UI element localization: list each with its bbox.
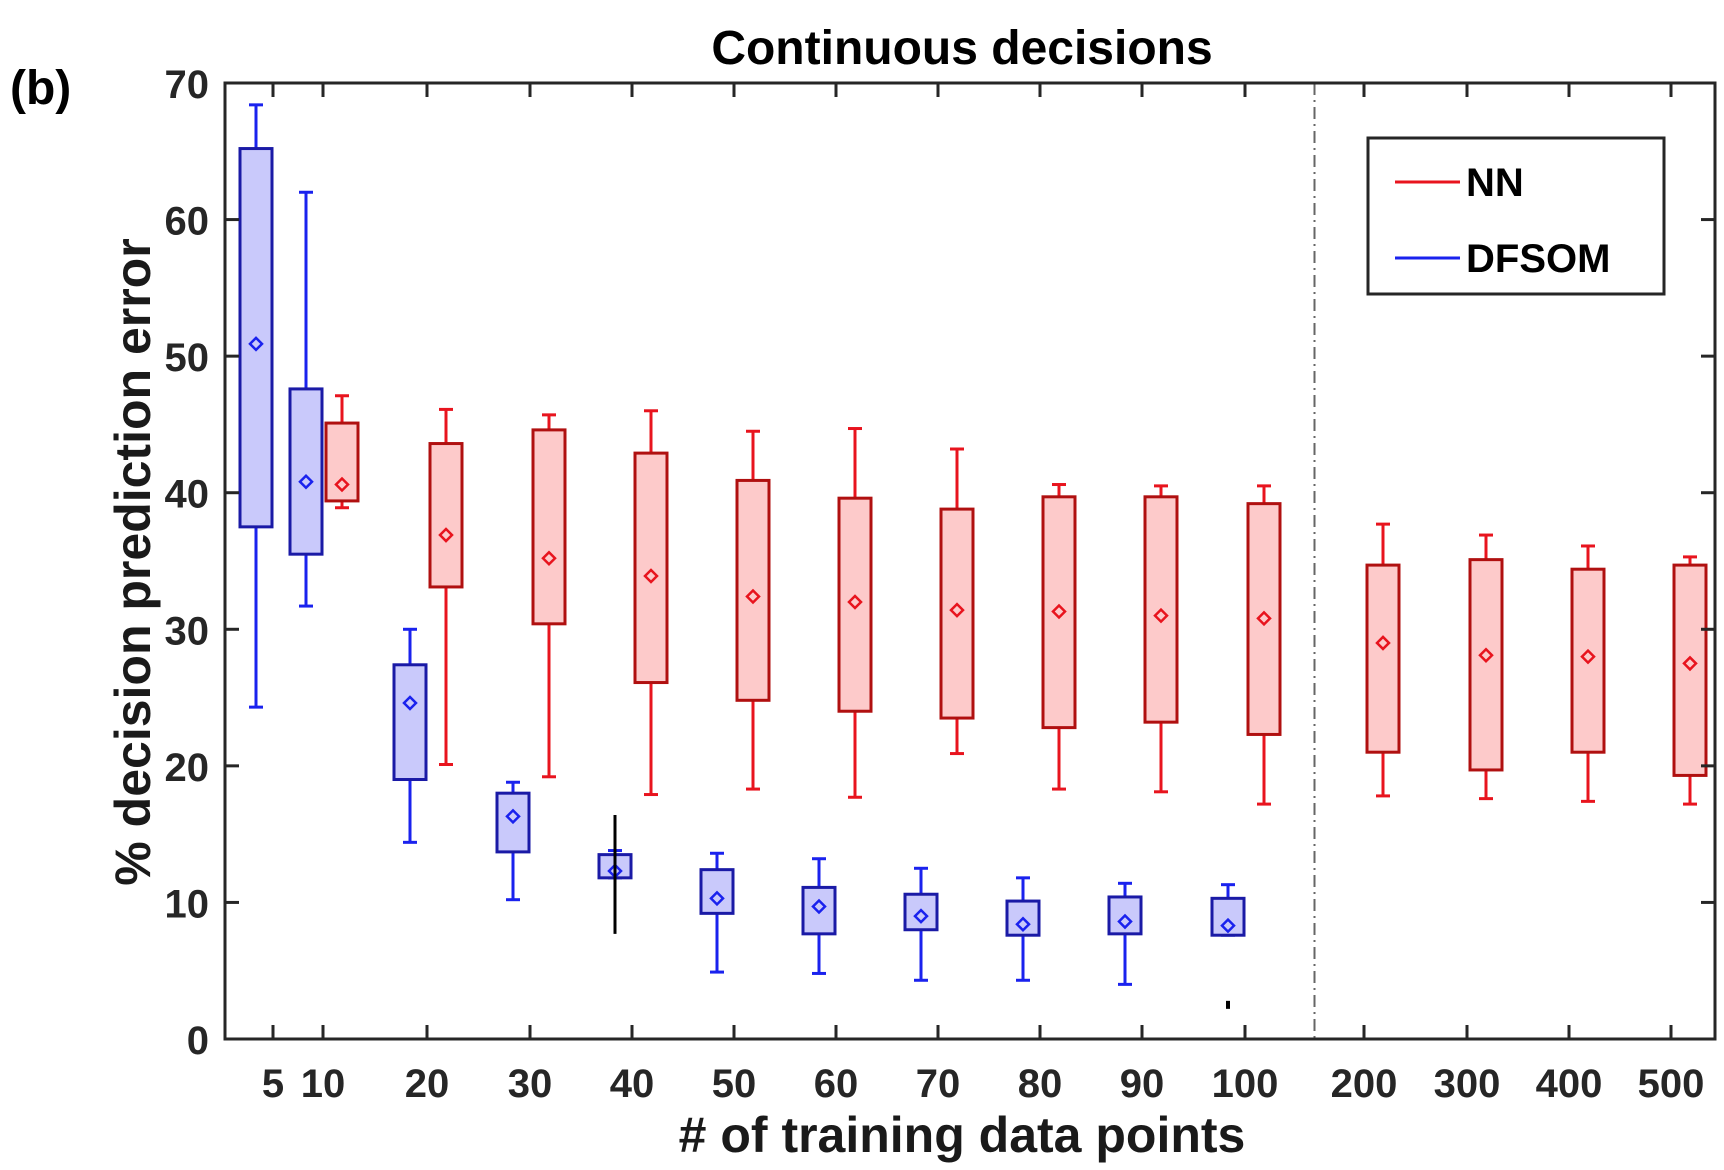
nn-iqr-box (1246, 502, 1282, 736)
dfsom-box-70 (903, 866, 939, 982)
dfsom-box-20 (392, 627, 428, 844)
chart-title: Continuous decisions (711, 22, 1212, 75)
nn-iqr-box (428, 442, 464, 589)
nn-mean-marker (334, 476, 350, 493)
nn-box-70 (939, 447, 975, 756)
dfsom-box-80 (1005, 876, 1041, 982)
dfsom-mean-marker (811, 898, 827, 915)
dfsom-mean-marker (505, 808, 521, 825)
y-tick-label: 30 (165, 609, 210, 653)
nn-box-400 (1570, 544, 1606, 803)
nn-mean-marker (1153, 607, 1169, 624)
y-axis-label: % decision prediction error (105, 238, 161, 885)
nn-iqr-box (531, 428, 567, 626)
x-tick-label: 400 (1536, 1062, 1603, 1106)
y-tick-label: 20 (165, 746, 210, 790)
dfsom-mean-marker (1220, 917, 1236, 934)
nn-iqr-box (1468, 558, 1504, 772)
legend-dfsom-label: DFSOM (1466, 237, 1610, 281)
x-tick-label: 90 (1120, 1062, 1165, 1106)
nn-iqr-box (1041, 495, 1077, 730)
x-tick-label: 60 (814, 1062, 859, 1106)
x-tick-label: 5 (262, 1062, 284, 1106)
nn-iqr-box (1365, 563, 1401, 754)
x-tick-label: 300 (1434, 1062, 1501, 1106)
nn-box-20 (428, 407, 464, 766)
legend-box (1366, 136, 1666, 296)
nn-iqr-box (633, 451, 669, 685)
x-tick-label: 500 (1638, 1062, 1705, 1106)
legend-nn-label: NN (1466, 161, 1524, 205)
x-tick-label: 20 (405, 1062, 450, 1106)
nn-box-90 (1143, 484, 1179, 794)
x-tick-label: 30 (508, 1062, 553, 1106)
nn-iqr-box (939, 507, 975, 720)
nn-mean-marker (847, 594, 863, 610)
nn-mean-marker (1682, 655, 1698, 672)
nn-iqr-box (735, 478, 771, 702)
y-tick-label: 50 (165, 336, 210, 380)
dfsom-iqr-box (801, 885, 837, 936)
x-axis-label: # of training data points (679, 1107, 1246, 1163)
nn-box-60 (837, 427, 873, 799)
nn-mean-marker (1256, 610, 1272, 627)
y-tick-label: 70 (165, 63, 210, 107)
nn-box-30 (531, 413, 567, 779)
y-tick-label: 0 (187, 1019, 209, 1063)
dfsom-box-100 (1210, 883, 1246, 937)
nn-mean-marker (1580, 648, 1596, 665)
nn-box-300 (1468, 533, 1504, 801)
legend: NN DFSOM (1366, 136, 1666, 296)
dfsom-mean-marker (1117, 913, 1133, 930)
dfsom-mean-marker (913, 908, 929, 924)
dfsom-mean-marker (1015, 916, 1031, 933)
y-tick-label: 40 (165, 473, 210, 517)
outlier-point (1226, 1000, 1230, 1009)
nn-box-10 (324, 394, 360, 510)
x-tick-label: 200 (1331, 1062, 1398, 1106)
x-tick-label: 50 (712, 1062, 757, 1106)
y-tick-label: 10 (165, 882, 210, 926)
nn-iqr-box (837, 496, 873, 713)
plot-frame (223, 81, 1717, 1041)
dfsom-box-30 (495, 780, 531, 902)
x-tick-label: 100 (1212, 1062, 1279, 1106)
dfsom-iqr-box (288, 387, 324, 556)
dfsom-mean-marker (402, 695, 418, 711)
dfsom-mean-marker (709, 890, 725, 907)
nn-mean-marker (438, 527, 454, 543)
dfsom-box-60 (801, 857, 837, 975)
nn-box-50 (735, 429, 771, 791)
nn-box-200 (1365, 522, 1401, 798)
nn-box-40 (633, 409, 669, 797)
nn-box-100 (1246, 484, 1282, 806)
nn-mean-marker (1375, 635, 1391, 651)
nn-iqr-box (1570, 567, 1606, 754)
dfsom-mean-marker (248, 336, 264, 352)
x-tick-label: 70 (916, 1062, 961, 1106)
dfsom-box-50 (699, 851, 735, 974)
y-tick-label: 60 (165, 200, 210, 244)
dfsom-box-10 (288, 190, 324, 608)
nn-mean-marker (1478, 647, 1494, 664)
dfsom-box-5 (238, 103, 274, 709)
nn-mean-marker (949, 602, 965, 618)
dfsom-iqr-box (392, 663, 428, 782)
nn-box-500 (1672, 555, 1708, 806)
x-tick-label: 80 (1018, 1062, 1063, 1106)
nn-mean-marker (1051, 603, 1067, 620)
nn-box-80 (1041, 483, 1077, 791)
panel-label: (b) (10, 62, 71, 115)
nn-mean-marker (643, 568, 659, 584)
dfsom-iqr-box (1210, 896, 1246, 937)
nn-mean-marker (541, 550, 557, 567)
dfsom-iqr-box (903, 892, 939, 932)
x-tick-label: 40 (610, 1062, 655, 1106)
x-tick-label: 10 (301, 1062, 346, 1106)
nn-iqr-box (324, 421, 360, 503)
dfsom-mean-marker (298, 474, 314, 490)
nn-mean-marker (745, 588, 761, 605)
dfsom-box-90 (1107, 881, 1143, 986)
